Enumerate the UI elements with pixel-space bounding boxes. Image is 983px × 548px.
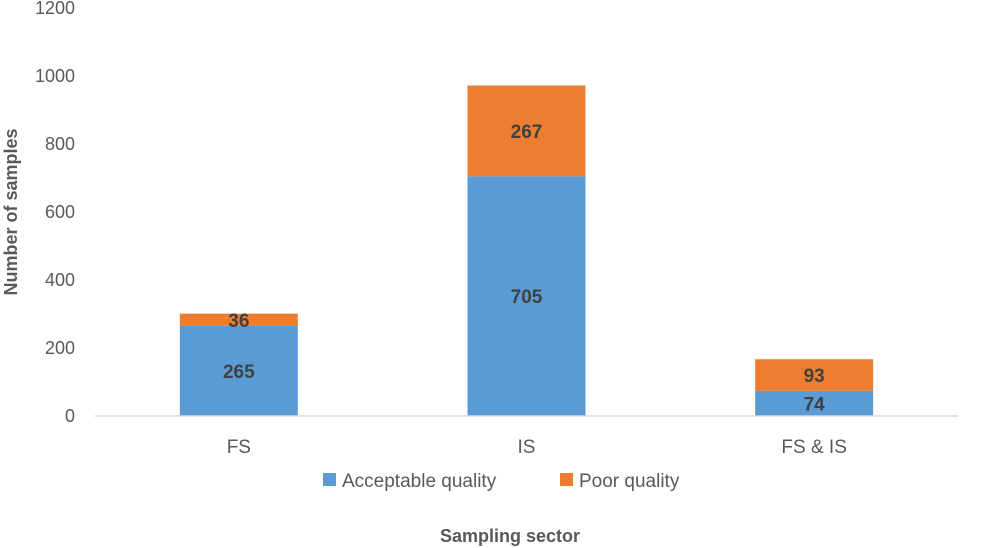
y-tick-label: 600 — [45, 202, 75, 222]
y-tick-label: 1200 — [35, 0, 75, 18]
y-tick-label: 1000 — [35, 66, 75, 86]
x-category-label: IS — [518, 437, 536, 458]
legend: Acceptable quality Poor quality — [323, 471, 680, 492]
data-label: 265 — [223, 362, 255, 383]
legend-swatch — [323, 473, 336, 486]
x-axis-title: Sampling sector — [440, 526, 580, 546]
y-tick-label: 400 — [45, 270, 75, 290]
legend-label: Poor quality — [579, 471, 680, 492]
data-label: 36 — [228, 311, 249, 332]
data-label: 74 — [804, 394, 826, 415]
y-axis-ticks: 0 200 400 600 800 1000 1200 — [35, 0, 75, 426]
legend-swatch — [560, 473, 573, 486]
data-label: 93 — [804, 366, 825, 387]
legend-label: Acceptable quality — [342, 471, 497, 492]
x-axis-categories: FS IS FS & IS — [227, 437, 847, 458]
bar-segment-poor — [755, 359, 874, 391]
bar-segment-acceptable — [179, 325, 298, 416]
y-tick-label: 200 — [45, 338, 75, 358]
data-label: 267 — [511, 122, 543, 143]
bars — [179, 85, 874, 416]
bar-segment-acceptable — [755, 390, 874, 416]
data-labels: 265 36 705 267 74 93 — [223, 122, 825, 416]
bar-segment-poor — [179, 313, 298, 326]
y-tick-label: 0 — [65, 406, 75, 426]
y-axis-title: Number of samples — [1, 128, 21, 295]
x-category-label: FS & IS — [781, 437, 846, 458]
data-label: 705 — [511, 287, 543, 308]
y-tick-label: 800 — [45, 134, 75, 154]
x-category-label: FS — [227, 437, 251, 458]
bar-segment-poor — [467, 85, 586, 177]
bar-segment-acceptable — [467, 176, 586, 416]
